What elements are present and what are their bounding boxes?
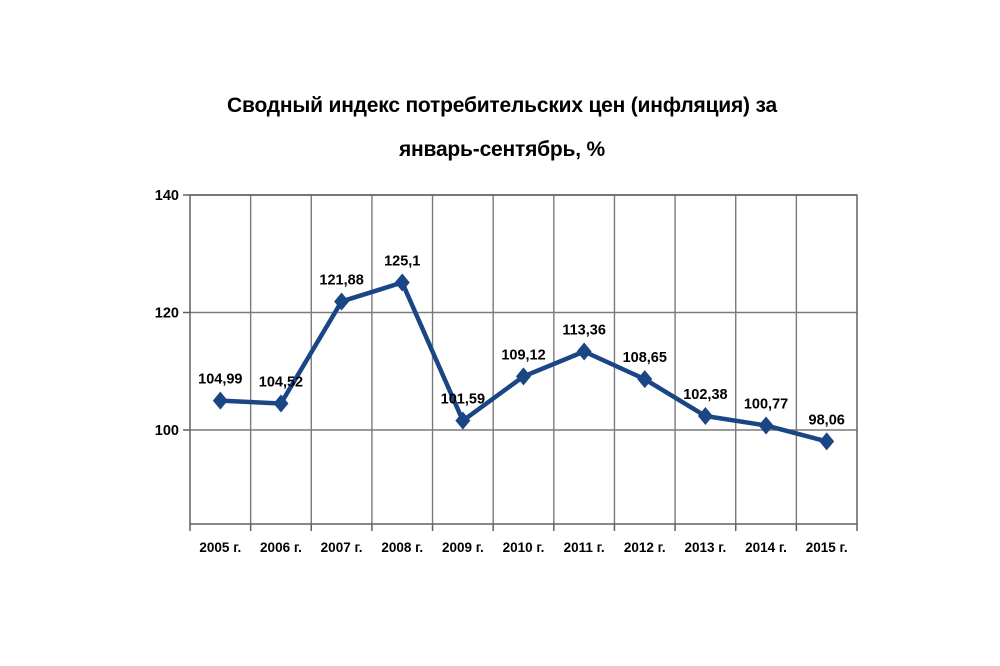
data-point-marker <box>819 432 835 451</box>
data-point-marker <box>273 394 289 413</box>
data-point-label: 108,65 <box>623 350 667 366</box>
x-axis-category-label: 2010 г. <box>503 540 545 555</box>
x-axis-category-label: 2005 г. <box>199 540 241 555</box>
plot-border <box>189 194 858 525</box>
data-point-label: 113,36 <box>562 323 606 339</box>
data-point-marker <box>697 407 713 426</box>
y-axis-tick-label: 140 <box>155 188 179 204</box>
data-point-marker <box>212 391 228 410</box>
chart-title: Сводный индекс потребительских цен (инфл… <box>152 84 852 172</box>
data-point-marker <box>334 292 350 311</box>
data-point-label: 125,1 <box>384 254 420 270</box>
chart-title-line2: январь-сентябрь, % <box>398 138 605 161</box>
x-axis-category-label: 2008 г. <box>381 540 423 555</box>
data-point-label: 104,52 <box>259 374 303 390</box>
y-axis-tick-label: 100 <box>155 423 179 439</box>
data-point-label: 102,38 <box>683 387 727 403</box>
chart-title-line1: Сводный индекс потребительских цен (инфл… <box>227 94 777 117</box>
data-point-marker <box>516 367 531 386</box>
data-point-marker <box>576 342 592 361</box>
data-point-label: 104,99 <box>198 372 242 388</box>
data-point-marker <box>637 370 653 389</box>
x-axis-category-label: 2012 г. <box>624 540 666 555</box>
data-point-label: 109,12 <box>501 347 545 363</box>
data-point-marker <box>394 273 410 292</box>
y-axis-tick-label: 120 <box>155 306 179 322</box>
x-axis-category-label: 2007 г. <box>321 540 363 555</box>
data-point-marker <box>455 411 471 430</box>
data-point-marker <box>758 416 774 435</box>
data-point-label: 101,59 <box>441 392 485 408</box>
x-axis-category-label: 2014 г. <box>745 540 787 555</box>
data-point-label: 100,77 <box>744 396 788 412</box>
x-axis-category-label: 2015 г. <box>806 540 848 555</box>
data-point-label: 98,06 <box>809 412 845 428</box>
x-axis-category-label: 2011 г. <box>564 540 605 555</box>
x-axis-category-label: 2006 г. <box>260 540 302 555</box>
x-axis-category-label: 2013 г. <box>685 540 727 555</box>
data-point-label: 121,88 <box>319 272 363 288</box>
x-axis-category-label: 2009 г. <box>442 540 484 555</box>
